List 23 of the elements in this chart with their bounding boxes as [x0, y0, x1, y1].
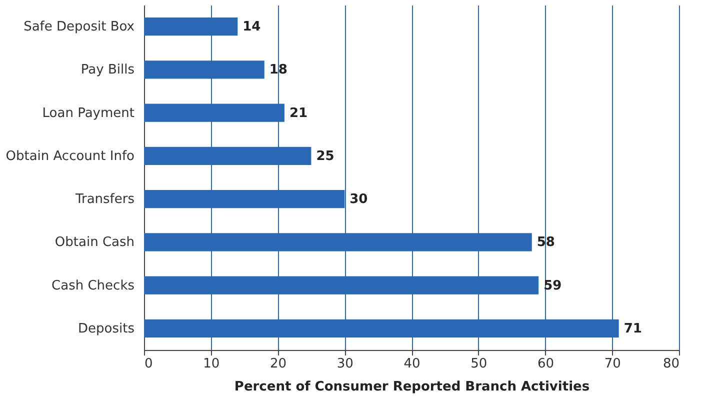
x-tick-label: 50 [470, 356, 488, 372]
x-tick-label: 70 [604, 356, 621, 372]
y-tick-label: Safe Deposit Box [24, 20, 135, 35]
x-tick-label: 10 [203, 356, 220, 372]
data-label: 30 [350, 192, 368, 208]
y-tick-label: Obtain Cash [54, 235, 134, 250]
y-tick-label: Obtain Account Info [6, 148, 135, 164]
x-tick-label: 0 [144, 356, 153, 372]
x-tick-label: 20 [270, 356, 287, 372]
data-label: 21 [289, 106, 308, 121]
data-label: 71 [624, 321, 642, 336]
y-tick-label: Transfers [74, 192, 135, 208]
x-tick-label: 40 [404, 356, 420, 372]
x-tick-label: 30 [336, 356, 354, 372]
x-tick-label: 80 [662, 356, 680, 372]
x-axis-title: Percent of Consumer Reported Branch Activities [234, 380, 590, 394]
y-tick-label: Deposits [78, 321, 135, 336]
y-tick-label: Loan Payment [42, 106, 134, 121]
data-label: 25 [316, 148, 334, 164]
data-label: 14 [242, 20, 261, 35]
y-tick-label: Cash Checks [52, 278, 135, 294]
y-tick-label: Pay Bills [80, 62, 135, 78]
x-tick-label: 60 [537, 356, 554, 372]
